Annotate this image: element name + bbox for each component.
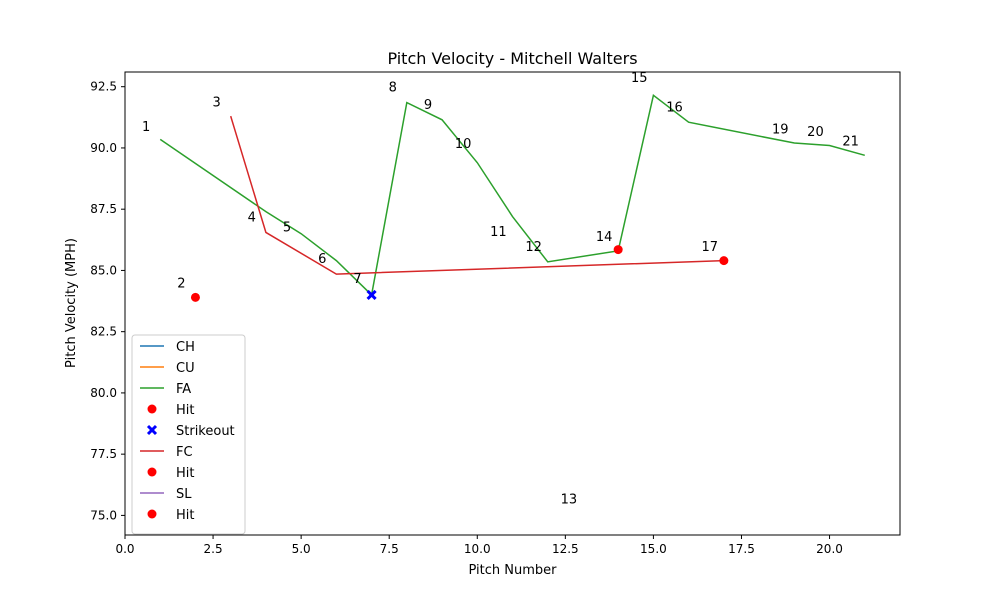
pitch-number-annotation: 13: [561, 492, 578, 507]
series-line-fa: [159, 93, 865, 297]
pitch-number-annotation: 4: [248, 211, 256, 226]
pitch-number-annotation: 8: [389, 81, 397, 96]
x-tick-label: 10.0: [464, 542, 491, 556]
x-tick-label: 17.5: [728, 542, 755, 556]
pitch-number-annotation: 11: [490, 225, 507, 240]
y-tick-label: 75.0: [90, 508, 117, 522]
legend-label: FA: [176, 382, 191, 397]
y-tick-label: 77.5: [90, 447, 117, 461]
x-tick-label: 7.5: [380, 542, 399, 556]
legend-label: CU: [176, 361, 195, 376]
legend-label: FC: [176, 445, 193, 460]
x-tick-label: 12.5: [552, 542, 579, 556]
legend-swatch-x-stroke: [146, 424, 158, 436]
x-tick-label: 0.0: [115, 542, 134, 556]
y-tick-label: 82.5: [90, 325, 117, 339]
plot-frame: [124, 71, 901, 536]
hit-marker: [613, 245, 623, 255]
legend-label: Hit: [176, 508, 194, 523]
legend-box: [131, 334, 246, 535]
chart-title: Pitch Velocity - Mitchell Walters: [387, 49, 637, 68]
y-axis: 75.0 77.5 80.0 82.5 85.0 87.5 90.0 92.5: [90, 80, 125, 522]
x-tick-label: 2.5: [204, 542, 223, 556]
pitch-number-annotation: 9: [424, 98, 432, 113]
x-tick-label: 15.0: [640, 542, 667, 556]
pitch-number-annotation: 6: [318, 252, 326, 267]
legend-label: Hit: [176, 403, 194, 418]
y-axis-label: Pitch Velocity (MPH): [64, 238, 79, 368]
legend-swatch-x: [146, 424, 158, 436]
x-axis: 0.0 2.5 5.0 7.5 10.0 12.5 15.0 17.5 20.0: [115, 535, 843, 556]
hit-marker: [719, 256, 729, 266]
pitch-number-annotation: 12: [525, 240, 542, 255]
pitch-number-annotation: 20: [807, 125, 824, 140]
pitch-number-annotation: 14: [596, 230, 613, 245]
legend-label: CH: [176, 340, 195, 355]
legend-swatch-dot: [147, 404, 157, 414]
legend-label: Hit: [176, 466, 194, 481]
strikeout-marker-stroke: [366, 289, 377, 300]
y-tick-label: 92.5: [90, 80, 117, 94]
pitch-number-annotation: 19: [772, 122, 789, 137]
pitch-number-annotation: 15: [631, 71, 648, 86]
y-tick-label: 90.0: [90, 141, 117, 155]
legend: CH CU FA Hit Strikeout FC Hit SL Hit: [131, 334, 246, 535]
x-tick-label: 20.0: [816, 542, 843, 556]
x-axis-label: Pitch Number: [468, 563, 557, 578]
pitch-number-annotation: 5: [283, 220, 291, 235]
pitch-number-annotation: 17: [701, 240, 718, 255]
series-line-fc: [229, 115, 724, 275]
pitch-number-annotation: 1: [142, 120, 150, 135]
legend-label: SL: [176, 487, 192, 502]
y-tick-label: 80.0: [90, 386, 117, 400]
pitch-number-annotation: 3: [212, 95, 220, 110]
legend-label: Strikeout: [176, 424, 235, 439]
pitch-number-annotation: 21: [842, 135, 859, 150]
strikeout-marker: [366, 289, 377, 300]
pitch-number-annotation: 7: [353, 272, 361, 287]
pitch-number-annotation: 2: [177, 277, 185, 292]
pitch-number-annotation: 10: [455, 137, 472, 152]
plot-marks: [159, 93, 865, 302]
x-tick-label: 5.0: [292, 542, 311, 556]
y-tick-label: 87.5: [90, 202, 117, 216]
legend-swatch-dot: [147, 467, 157, 477]
pitch-number-annotation: 16: [666, 100, 683, 115]
hit-marker: [190, 292, 200, 302]
y-tick-label: 85.0: [90, 263, 117, 277]
legend-swatch-dot: [147, 509, 157, 519]
